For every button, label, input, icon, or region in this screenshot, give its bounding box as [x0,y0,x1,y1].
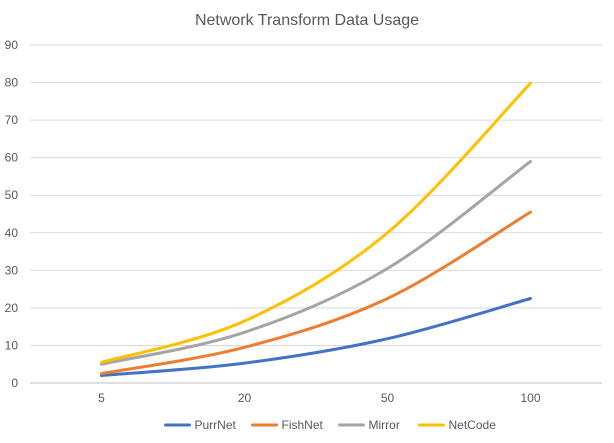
x-tick-label: 20 [238,391,252,405]
y-tick-label: 0 [11,376,18,390]
axes: 0 10 20 30 40 50 60 70 80 90 5 20 50 100 [5,38,602,405]
series-line-fishnet [100,210,532,376]
y-tick-label: 20 [5,301,19,315]
y-tick-label: 90 [5,38,19,52]
y-tick-label: 80 [5,76,19,90]
legend: PurrNet FishNet Mirror NetCode [164,418,497,432]
y-tick-label: 10 [5,338,19,352]
series-line-mirror [100,159,532,366]
x-tick-label: 100 [520,391,540,405]
y-tick-label: 30 [5,263,19,277]
legend-label-netcode: NetCode [449,418,497,432]
legend-label-purrnet: PurrNet [195,418,237,432]
chart-title: Network Transform Data Usage [195,12,419,29]
gridlines [30,44,602,346]
y-tick-label: 50 [5,188,19,202]
x-tick-label: 50 [381,391,395,405]
y-tick-label: 40 [5,226,19,240]
x-tick-label: 5 [98,391,105,405]
series-lines [100,81,532,377]
series-line-purrnet [100,297,532,377]
y-tick-label: 60 [5,151,19,165]
y-tick-label: 70 [5,113,19,127]
series-line-netcode [100,81,532,364]
legend-label-mirror: Mirror [369,418,400,432]
legend-label-fishnet: FishNet [282,418,324,432]
